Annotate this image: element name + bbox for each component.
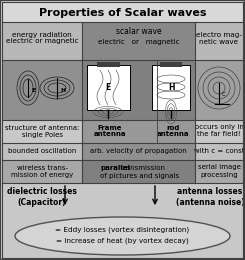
Text: = Increase of heat (by vortex decay): = Increase of heat (by vortex decay) bbox=[56, 238, 189, 244]
Bar bbox=[97, 62, 120, 67]
Text: rod
antenna: rod antenna bbox=[157, 125, 189, 138]
Bar bbox=[2, 183, 243, 258]
Bar bbox=[195, 60, 243, 120]
Bar bbox=[87, 65, 130, 110]
Bar bbox=[82, 22, 195, 60]
Text: occurs only in
the far field!: occurs only in the far field! bbox=[195, 125, 244, 138]
Bar bbox=[2, 143, 82, 160]
Text: C: C bbox=[222, 92, 226, 97]
Text: arb. velocity of propagation: arb. velocity of propagation bbox=[90, 148, 187, 154]
Bar bbox=[195, 143, 243, 160]
Bar bbox=[82, 143, 195, 160]
Bar bbox=[82, 160, 195, 183]
Text: scalar wave: scalar wave bbox=[116, 28, 161, 36]
Bar bbox=[82, 60, 195, 120]
Ellipse shape bbox=[15, 217, 230, 255]
Text: Properties of Scalar waves: Properties of Scalar waves bbox=[39, 8, 206, 18]
Text: H: H bbox=[168, 82, 174, 92]
Text: of pictures and signals: of pictures and signals bbox=[100, 173, 179, 179]
Bar bbox=[2, 22, 82, 60]
Bar bbox=[152, 65, 190, 110]
Text: dielectric losses
(Capacitor): dielectric losses (Capacitor) bbox=[7, 187, 77, 207]
Bar bbox=[195, 22, 243, 60]
Bar bbox=[195, 160, 243, 183]
Text: with c = const: with c = const bbox=[194, 148, 244, 154]
Text: Frame
antenna: Frame antenna bbox=[94, 125, 126, 138]
Text: E: E bbox=[105, 82, 111, 92]
Text: wireless trans-
mission of energy: wireless trans- mission of energy bbox=[11, 165, 73, 178]
Bar bbox=[2, 160, 82, 183]
Text: bounded oscillation: bounded oscillation bbox=[8, 148, 76, 154]
Bar bbox=[160, 62, 182, 67]
Bar bbox=[2, 60, 82, 120]
Text: electro mag-
netic wave: electro mag- netic wave bbox=[196, 31, 242, 44]
Text: E: E bbox=[31, 88, 35, 93]
Bar bbox=[2, 120, 82, 143]
Text: electric   or   magnetic: electric or magnetic bbox=[98, 39, 179, 45]
Bar bbox=[2, 2, 243, 22]
Text: serial image
processing: serial image processing bbox=[197, 165, 240, 178]
Text: energy radiation
electric or magnetic: energy radiation electric or magnetic bbox=[6, 31, 78, 44]
Text: = Eddy losses (vortex disintegration): = Eddy losses (vortex disintegration) bbox=[55, 227, 190, 233]
Text: transmission: transmission bbox=[100, 165, 165, 171]
Bar bbox=[82, 120, 195, 143]
Text: antenna losses
(antenna noise): antenna losses (antenna noise) bbox=[176, 187, 244, 207]
Text: structure of antenna:
single Poles: structure of antenna: single Poles bbox=[5, 125, 79, 138]
Bar bbox=[195, 120, 243, 143]
Text: parallel: parallel bbox=[100, 165, 130, 171]
Text: H: H bbox=[60, 88, 65, 93]
